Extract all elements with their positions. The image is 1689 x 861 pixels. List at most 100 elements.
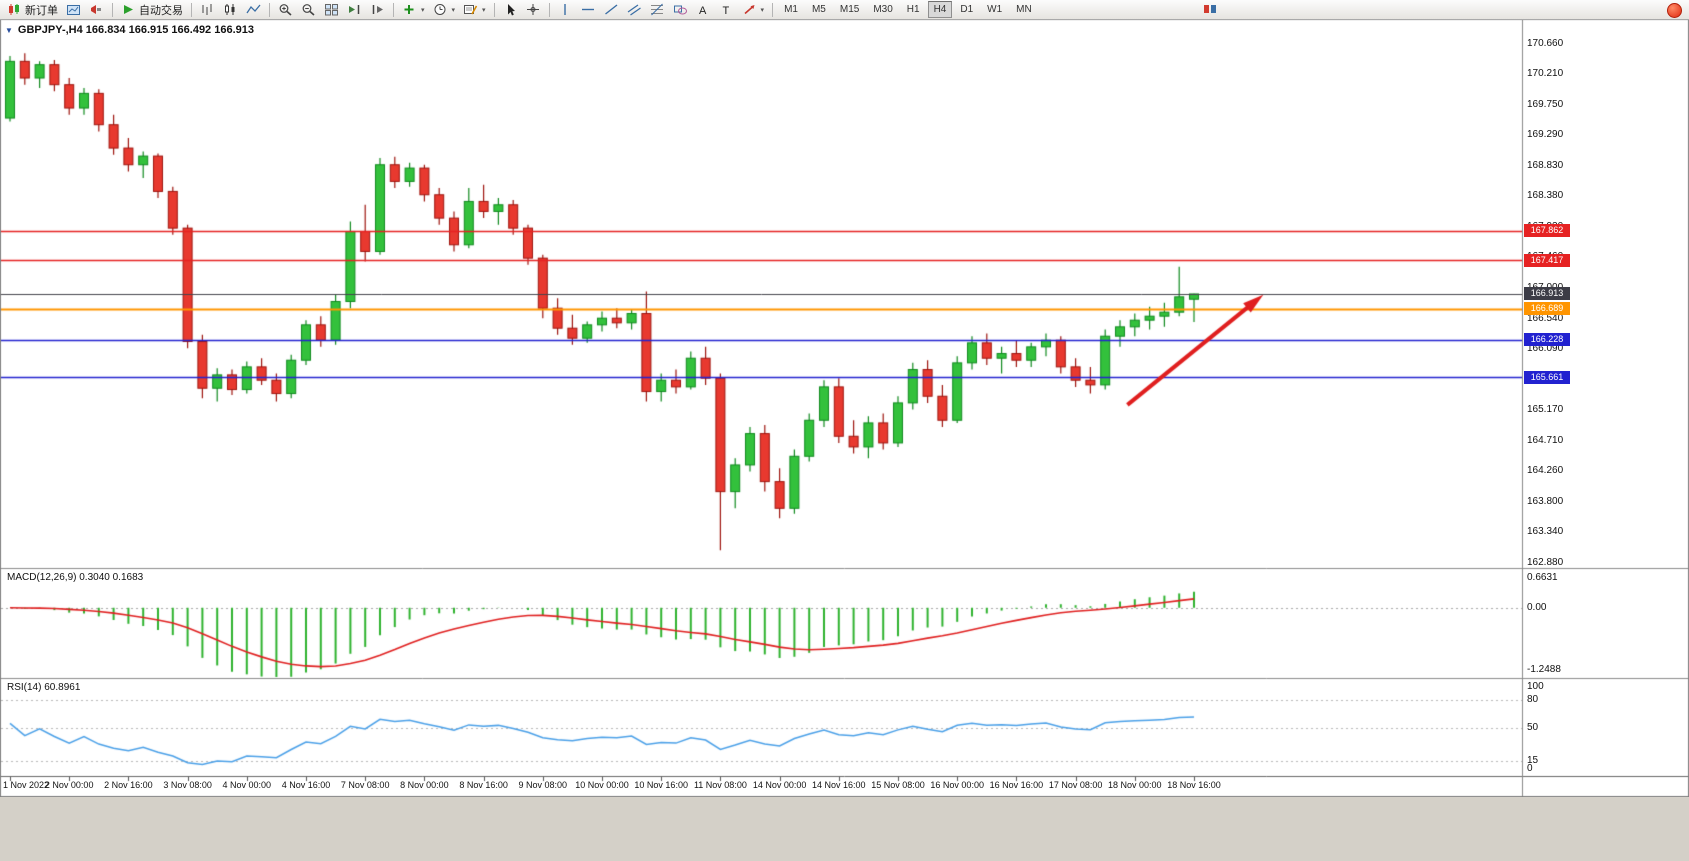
price-axis-label: 166.090 (1527, 342, 1564, 354)
price-axis-label: 164.710 (1527, 434, 1564, 446)
price-axis-label: 168.830 (1527, 160, 1564, 172)
bar-chart-button[interactable] (196, 0, 219, 20)
toolbar-separator (393, 2, 394, 17)
one-click-trading-toggle[interactable]: ▼ (5, 25, 13, 35)
time-axis-label: 16 Nov 16:00 (989, 780, 1044, 790)
zoom-out-button[interactable] (297, 0, 320, 20)
arrows-icon (742, 3, 757, 16)
caret-down-icon: ▾ (760, 6, 765, 14)
timeframe-m15-button[interactable]: M15 (839, 4, 860, 15)
price-tag[interactable]: 166.228 (1524, 333, 1570, 347)
time-axis-label: 8 Nov 16:00 (459, 780, 508, 790)
label-icon: T (719, 3, 734, 16)
price-axis-label: 169.750 (1527, 98, 1564, 110)
market-watch-button[interactable] (62, 0, 85, 20)
timeframe-m5-button[interactable]: M5 (811, 4, 826, 15)
new-order-button-label: 新订单 (25, 4, 58, 17)
new-order-icon (7, 3, 22, 16)
shapes-button[interactable] (669, 0, 692, 20)
templates-button[interactable]: ▾ (459, 0, 490, 20)
price-axis-label: 170.210 (1527, 68, 1564, 80)
text-button[interactable]: A (692, 0, 715, 20)
bid-price-tag: 166.913 (1524, 287, 1570, 301)
channel-button[interactable] (623, 0, 646, 20)
linechart-icon (246, 3, 261, 16)
alerts-icon (89, 3, 104, 16)
toolbar-items: 新订单 自动交易 ▾ ▾ ▾ A T ▾ (3, 0, 777, 19)
timeframe-h4-button[interactable]: H4 (927, 1, 953, 18)
time-axis-label: 14 Nov 00:00 (752, 780, 807, 790)
time-axis-label: 14 Nov 16:00 (812, 780, 866, 790)
timeframe-m1-button[interactable]: M1 (784, 4, 798, 15)
arrows-button[interactable]: ▾ (738, 0, 769, 20)
time-axis-label: 2 Nov 00:00 (44, 780, 94, 790)
shift-icon (370, 3, 385, 16)
price-tag[interactable]: 165.661 (1524, 370, 1570, 384)
time-axis-label: 15 Nov 08:00 (871, 780, 925, 790)
macd-indicator-label: MACD(12,26,9) 0.3040 0.1683 (7, 572, 144, 583)
zoom-in-button[interactable] (274, 0, 297, 20)
autotrading-button-label: 自动交易 (139, 4, 183, 17)
tile-windows-button[interactable] (320, 0, 343, 20)
chart-title: ▼ GBPJPY-,H4 166.834 166.915 166.492 166… (5, 24, 254, 36)
periods-button[interactable]: ▾ (429, 0, 460, 20)
time-axis-label: 10 Nov 00:00 (575, 780, 629, 790)
indicators-button[interactable]: ▾ (398, 0, 429, 20)
indicators-icon (402, 3, 417, 16)
svg-text:T: T (722, 5, 729, 16)
fibo-icon (650, 3, 665, 16)
toolbar-separator (772, 2, 774, 17)
rsi-scale-label: 80 (1527, 693, 1539, 705)
toolbar-separator (493, 2, 495, 17)
rsi-scale-label: 50 (1527, 722, 1539, 733)
time-axis-label: 17 Nov 08:00 (1048, 780, 1103, 790)
text-label-button[interactable]: T (715, 0, 738, 20)
price-axis-label: 168.380 (1527, 190, 1564, 202)
caret-down-icon: ▾ (482, 6, 486, 14)
timeframe-d1-button[interactable]: D1 (960, 4, 974, 15)
alerts-button[interactable] (85, 0, 108, 20)
cursor-button[interactable] (499, 0, 522, 20)
market-watch-icon (66, 3, 81, 16)
chart-shift-button[interactable] (366, 0, 389, 20)
tile-icon (324, 3, 339, 16)
timeframe-mn-button[interactable]: MN (1016, 4, 1032, 15)
play-icon (121, 3, 136, 16)
time-axis-label: 10 Nov 16:00 (634, 780, 688, 790)
timeframe-w1-button[interactable]: W1 (987, 4, 1003, 15)
clock-icon (433, 3, 448, 16)
price-axis-label: 163.800 (1527, 495, 1564, 507)
zoom-in-icon (278, 3, 293, 16)
autotrading-button[interactable]: 自动交易 (117, 0, 187, 20)
price-tag[interactable]: 167.417 (1524, 253, 1570, 267)
candlestick-chart-button[interactable] (219, 0, 242, 20)
bottom-strip (0, 797, 1689, 861)
trendline-button[interactable] (600, 0, 623, 20)
autoscroll-icon (347, 3, 362, 16)
auto-scroll-button[interactable] (343, 0, 366, 20)
notification-badge-icon[interactable] (1667, 3, 1682, 18)
crosshair-button[interactable] (522, 0, 545, 20)
time-axis-label: 2 Nov 16:00 (104, 780, 153, 790)
line-chart-button[interactable] (242, 0, 265, 20)
new-order-button[interactable]: 新订单 (3, 0, 62, 20)
price-tag[interactable]: 166.689 (1524, 302, 1570, 316)
timeframe-h1-button[interactable]: H1 (906, 4, 920, 15)
time-axis-label: 16 Nov 00:00 (930, 780, 984, 790)
template-icon (463, 3, 478, 16)
price-axis-label: 166.540 (1527, 312, 1564, 324)
rsi-scale-label: 100 (1527, 681, 1544, 692)
price-axis-label: 165.170 (1527, 404, 1564, 416)
toolbar-separator (112, 2, 113, 17)
price-axis-label: 164.260 (1527, 464, 1564, 476)
mini-chart-button[interactable] (1203, 3, 1218, 21)
bars-icon (200, 3, 215, 16)
rsi-indicator-label: RSI(14) 60.8961 (7, 682, 81, 693)
horizontal-line-button[interactable] (577, 0, 600, 20)
price-tag[interactable]: 167.862 (1524, 224, 1570, 238)
timeframe-m30-button[interactable]: M30 (873, 4, 893, 15)
fibonacci-button[interactable] (646, 0, 669, 20)
vertical-line-button[interactable] (554, 0, 577, 20)
